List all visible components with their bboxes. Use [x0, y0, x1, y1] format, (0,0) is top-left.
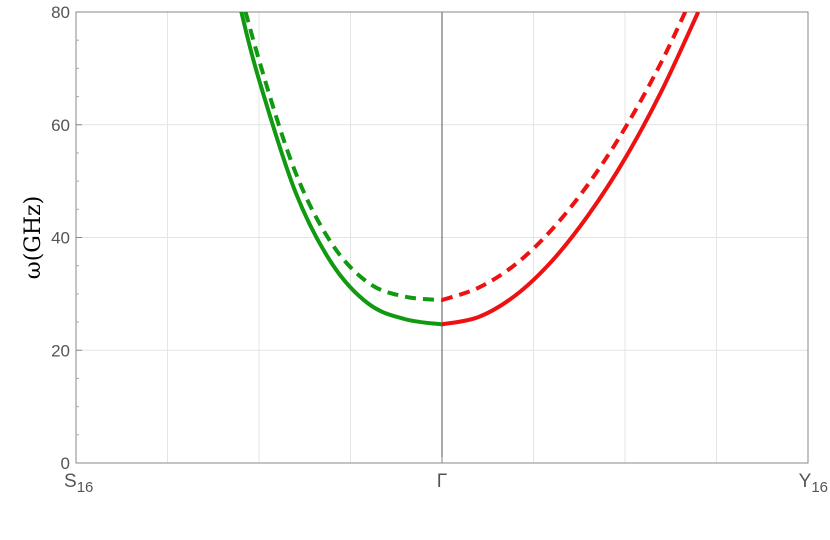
x-tick-label: S16	[64, 471, 93, 496]
y-tick-label: 20	[51, 341, 70, 360]
grid-lines	[76, 12, 808, 463]
series-line-solid-0	[239, 12, 443, 327]
series-group	[239, 12, 701, 327]
y-axis-label: ω(GHz)	[21, 196, 46, 279]
series-line-dashed-3	[441, 12, 688, 302]
y-tick-label: 80	[51, 3, 70, 22]
y-tick-label: 60	[51, 116, 70, 135]
y-tick-label: 0	[61, 454, 70, 473]
x-tick-label: Γ	[437, 471, 447, 492]
y-tick-label: 40	[51, 229, 70, 248]
series-line-solid-2	[441, 12, 701, 327]
x-axis-ticks: S16 Γ Y16	[64, 457, 828, 496]
y-axis-ticks: 0 20 40 60 80	[51, 3, 82, 473]
x-tick-label: Y16	[799, 471, 828, 496]
series-line-dashed-1	[243, 12, 443, 303]
